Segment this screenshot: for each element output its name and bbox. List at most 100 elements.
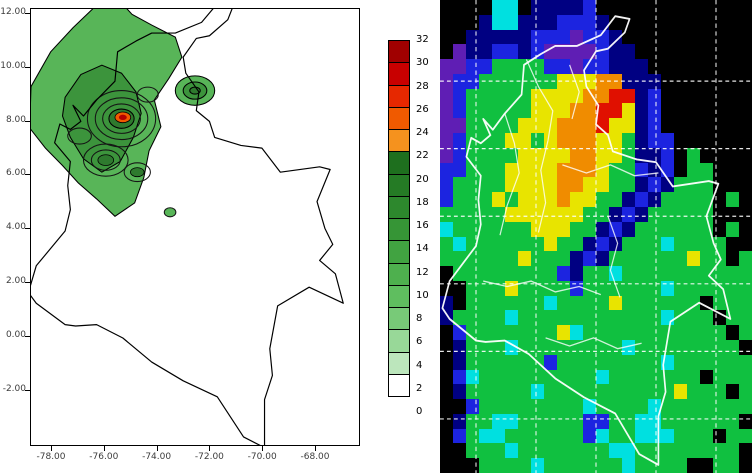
raster-cell [570,59,583,74]
raster-cell [518,399,531,414]
map-boundaries-overlay [440,0,752,473]
raster-cell [648,14,661,30]
raster-cell [544,147,557,163]
raster-cell [648,354,661,370]
raster-cell [609,206,622,222]
raster-cell [596,103,609,119]
raster-cell [700,384,713,400]
raster-cell [518,118,531,134]
raster-cell [739,354,752,370]
raster-cell [479,458,492,473]
raster-cell [674,443,687,459]
raster-cell [661,147,674,163]
raster-cell [479,147,492,163]
y-tick-mark [25,389,30,391]
raster-cell [726,458,739,473]
raster-cell [440,0,453,15]
raster-cell [583,118,596,134]
raster-cell [544,162,557,178]
raster-cell [713,221,726,237]
raster-cell [531,369,544,385]
raster-cell [609,0,622,15]
raster-cell [505,147,518,163]
raster-cell [544,103,557,119]
raster-cell [492,236,505,252]
raster-cell [726,192,739,207]
raster-cell [440,88,453,104]
raster-cell [622,103,635,119]
raster-cell [622,0,635,15]
raster-cell [479,162,492,178]
raster-cell [609,29,622,45]
raster-cell [570,133,583,148]
raster-cell [557,325,570,340]
colorbar-cell [388,351,410,375]
raster-cell [674,413,687,429]
raster-cell [648,384,661,400]
raster-cell [609,443,622,459]
raster-cell [661,413,674,429]
raster-cell [518,147,531,163]
raster-cell [596,29,609,45]
raster-cell [518,251,531,267]
raster-cell [544,59,557,74]
raster-cell [583,59,596,74]
colorbar-tick-label: 26 [416,103,429,115]
raster-cell [440,413,453,429]
raster-cell [648,325,661,340]
raster-cell [622,59,635,74]
raster-cell [596,118,609,134]
colorbar-tick-label: 24 [416,127,429,138]
y-tick-label: 6.00 [5,168,26,179]
raster-cell [570,354,583,370]
raster-cell [739,384,752,400]
x-tick-label: -74.00 [142,452,172,462]
raster-cell [622,221,635,237]
raster-cell [518,413,531,429]
raster-cell [492,325,505,340]
raster-cell [596,147,609,163]
raster-cell [466,73,479,89]
raster-cell [687,133,700,148]
raster-cell [739,59,752,74]
raster-cell [492,384,505,400]
raster-cell [726,295,739,311]
raster-cell [531,443,544,459]
raster-cell [570,29,583,45]
raster-cell [622,147,635,163]
raster-cell [505,310,518,326]
raster-cell [622,177,635,193]
raster-cell [726,103,739,119]
raster-cell [609,310,622,326]
raster-cell [739,192,752,207]
raster-cell [635,266,648,281]
raster-cell [609,428,622,444]
raster-cell [674,280,687,296]
raster-cell [648,251,661,267]
raster-cell [531,236,544,252]
raster-cell [661,59,674,74]
raster-cell [453,280,466,296]
raster-cell [505,399,518,414]
raster-cell [648,236,661,252]
raster-cell [544,177,557,193]
raster-cell [570,192,583,207]
raster-cell [648,206,661,222]
raster-cell [531,280,544,296]
raster-cell [583,133,596,148]
raster-cell [557,413,570,429]
raster-cell [700,251,713,267]
raster-cell [544,14,557,30]
raster-cell [583,354,596,370]
raster-cell [531,29,544,45]
raster-cell [661,88,674,104]
raster-cell [687,295,700,311]
raster-cell [518,295,531,311]
raster-cell [596,325,609,340]
raster-cell [609,221,622,237]
raster-cell [505,339,518,355]
raster-cell [687,118,700,134]
raster-cell [739,399,752,414]
raster-cell [674,118,687,134]
raster-cell [674,295,687,311]
